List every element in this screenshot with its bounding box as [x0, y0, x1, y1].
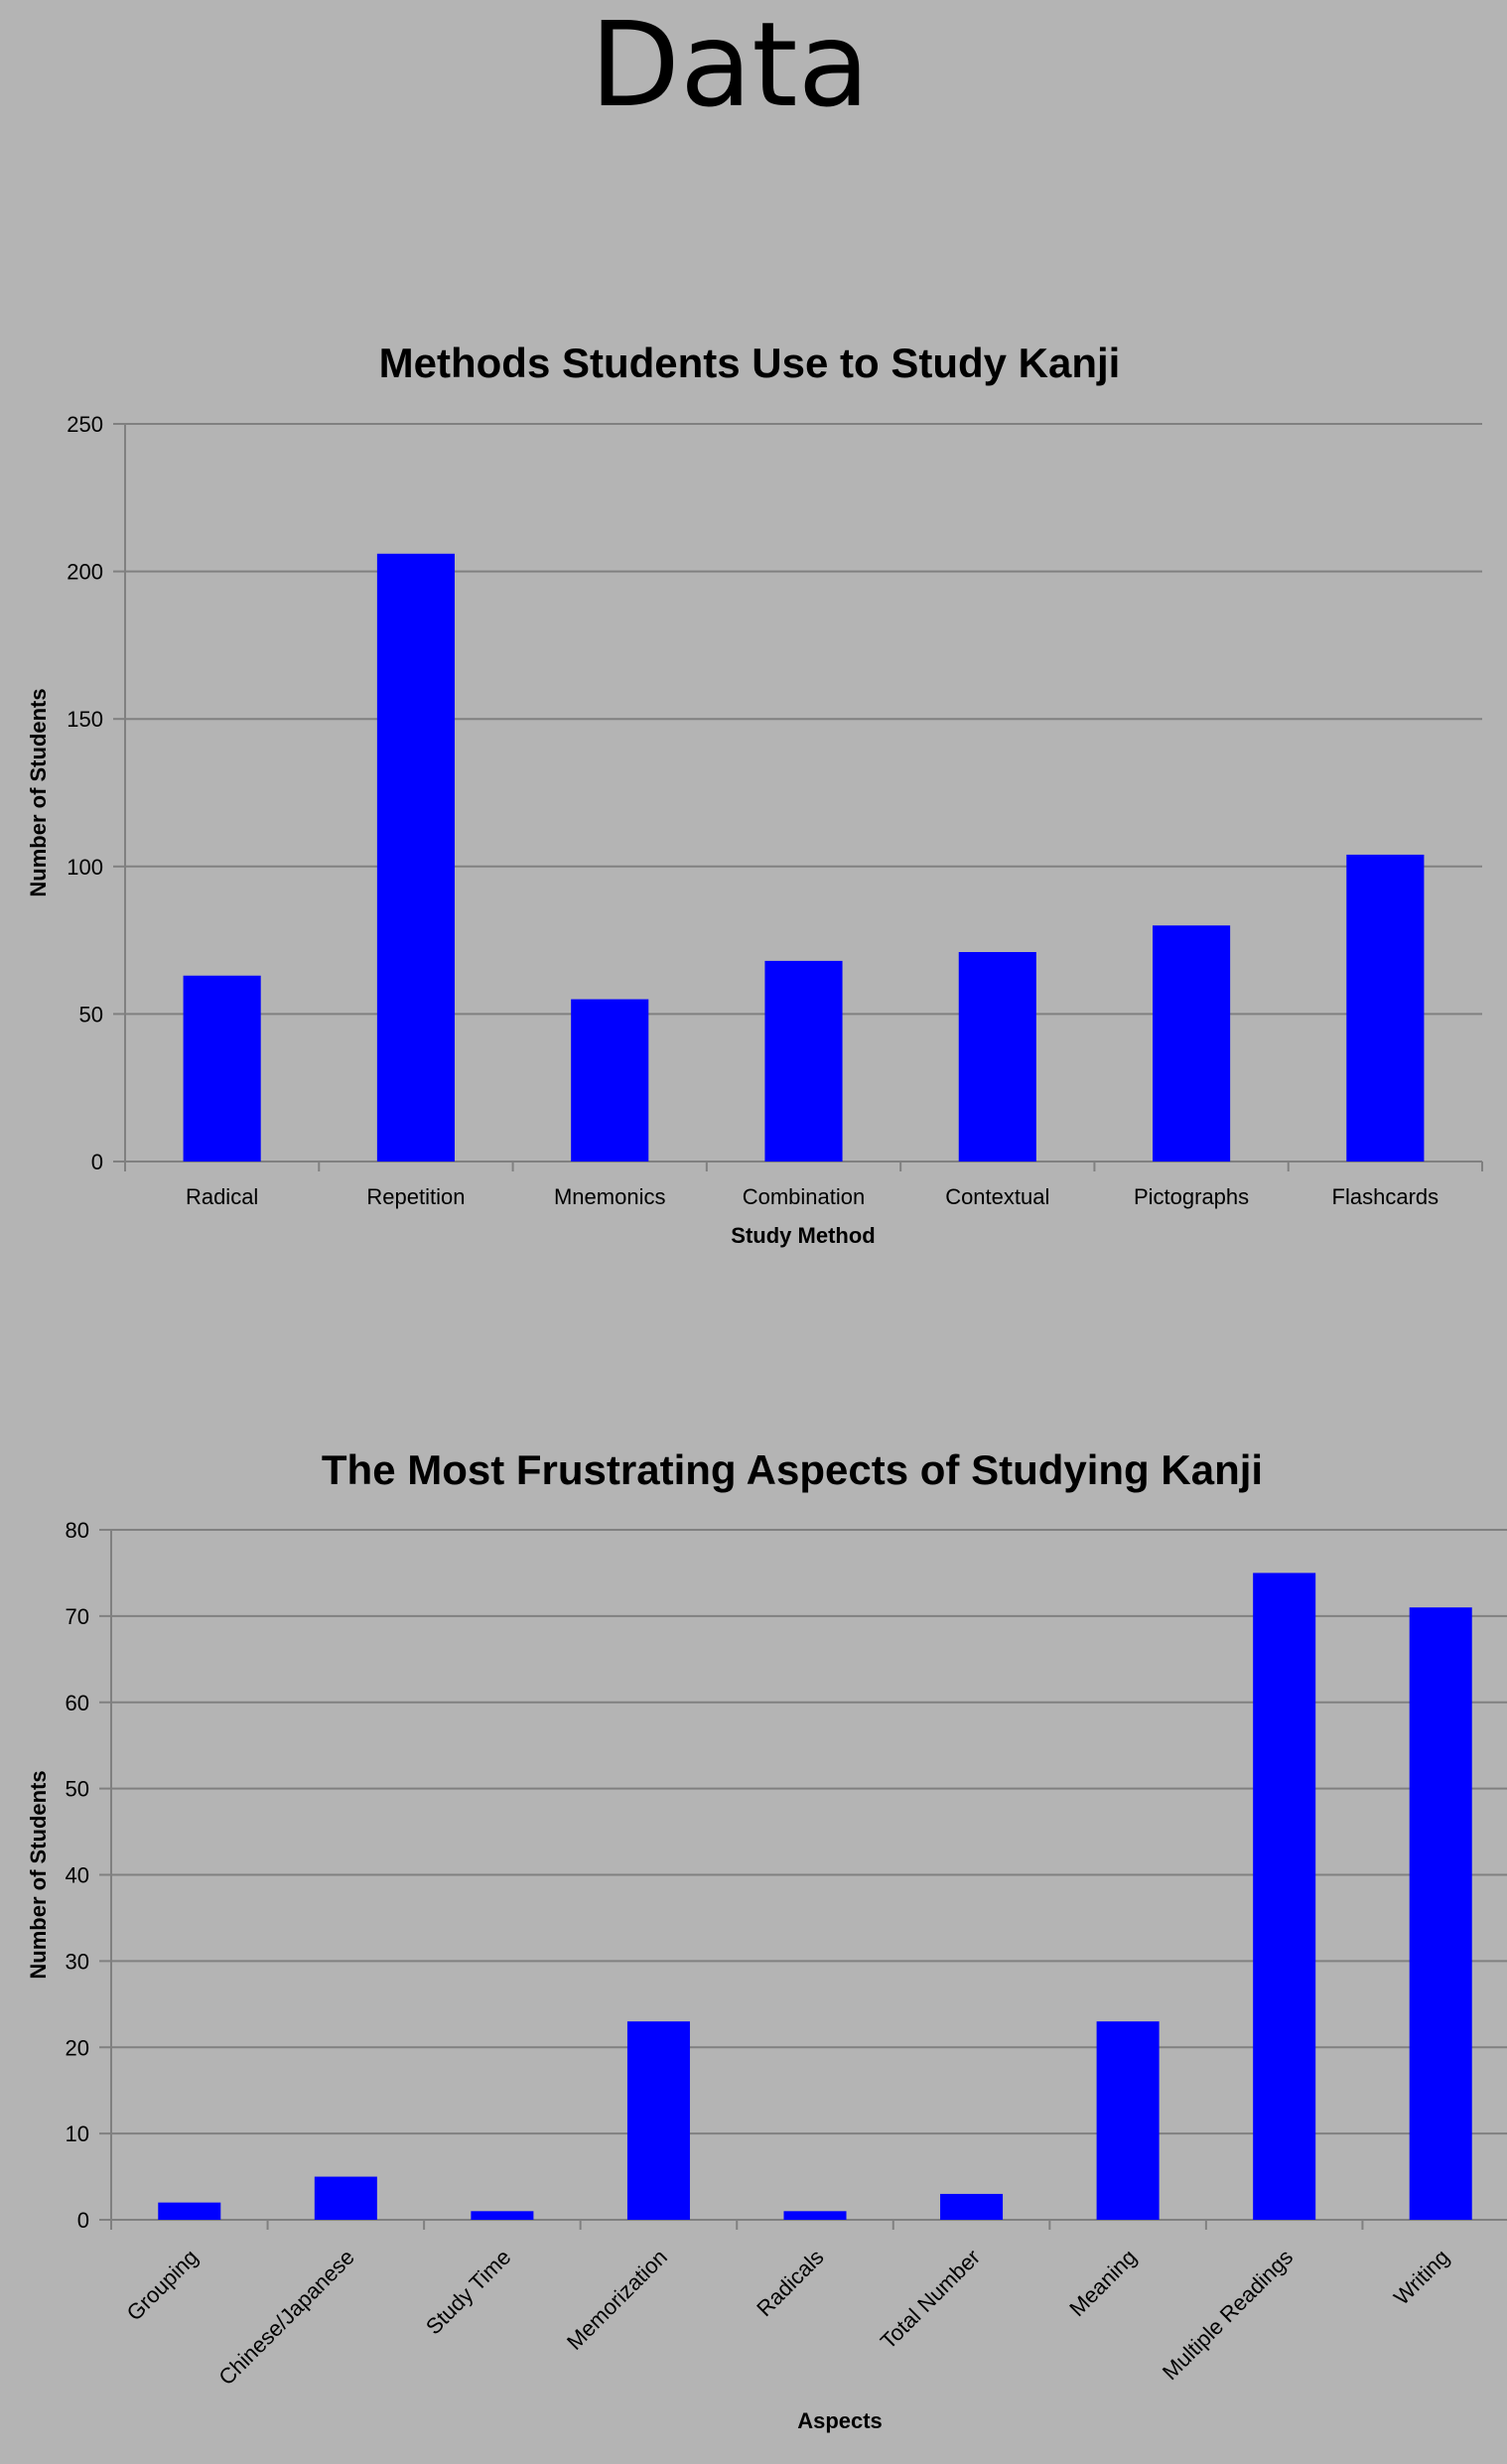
x-tick-label: Contextual — [945, 1184, 1049, 1209]
study-methods-chart: Methods Students Use to Study Kanji 0 50 10… — [26, 340, 1483, 1248]
chart-title: Methods Students Use to Study Kanji — [379, 340, 1121, 386]
y-tick-label: 150 — [67, 707, 103, 732]
bar — [1253, 1573, 1316, 2220]
bar — [314, 2176, 377, 2220]
x-tick-label: Repetition — [366, 1184, 465, 1209]
y-tick-label: 250 — [67, 412, 103, 437]
y-axis-label: Number of Students — [26, 1770, 51, 1979]
x-tick-label: Writing — [1389, 2245, 1454, 2310]
bar — [1409, 1607, 1472, 2220]
x-tick-label: Study Time — [421, 2245, 515, 2339]
bar — [1096, 2021, 1160, 2220]
x-axis-label: Aspects — [797, 2408, 883, 2433]
x-axis-label: Study Method — [731, 1223, 875, 1248]
bar — [183, 975, 261, 1162]
x-tick-label: Grouping — [122, 2245, 204, 2326]
y-tick-label: 60 — [66, 1691, 89, 1715]
x-tick-label: Multiple Readings — [1158, 2245, 1298, 2385]
x-tick-label: Meaning — [1064, 2245, 1141, 2321]
bar — [626, 2021, 690, 2220]
bar — [958, 951, 1036, 1162]
bar — [571, 999, 649, 1162]
y-tick-label: 0 — [91, 1150, 103, 1174]
bar — [764, 960, 843, 1162]
x-tick-label: Total Number — [876, 2245, 985, 2354]
y-tick-label: 70 — [66, 1604, 89, 1629]
y-tick-label: 200 — [67, 560, 103, 585]
x-tick-label: Pictographs — [1134, 1184, 1249, 1209]
bar — [940, 2193, 1004, 2220]
y-tick-label: 50 — [79, 1002, 103, 1027]
x-tick-label: Mnemonics — [554, 1184, 665, 1209]
x-tick-label: Memorization — [562, 2245, 672, 2355]
y-tick-label: 20 — [66, 2035, 89, 2060]
bar — [158, 2202, 221, 2220]
y-tick-label: 80 — [66, 1518, 89, 1543]
page-title: Data — [590, 0, 870, 133]
bar — [1153, 925, 1231, 1162]
y-axis-label: Number of Students — [26, 688, 51, 896]
y-tick-label: 100 — [67, 855, 103, 880]
x-tick-label: Chinese/Japanese — [213, 2245, 359, 2391]
bar — [783, 2211, 847, 2220]
bar — [1346, 854, 1425, 1162]
bar — [471, 2211, 534, 2220]
x-tick-label: Radicals — [752, 2245, 828, 2321]
y-tick-label: 30 — [66, 1949, 89, 1974]
y-tick-label: 40 — [66, 1863, 89, 1888]
bar — [376, 553, 455, 1162]
x-tick-label: Combination — [743, 1184, 866, 1209]
x-tick-label: Flashcards — [1332, 1184, 1439, 1209]
x-tick-label: Radical — [186, 1184, 258, 1209]
y-tick-label: 50 — [66, 1777, 89, 1802]
chart-title: The Most Frustrating Aspects of Studying… — [322, 1446, 1263, 1493]
y-tick-label: 10 — [66, 2122, 89, 2146]
y-tick-label: 0 — [77, 2208, 89, 2233]
